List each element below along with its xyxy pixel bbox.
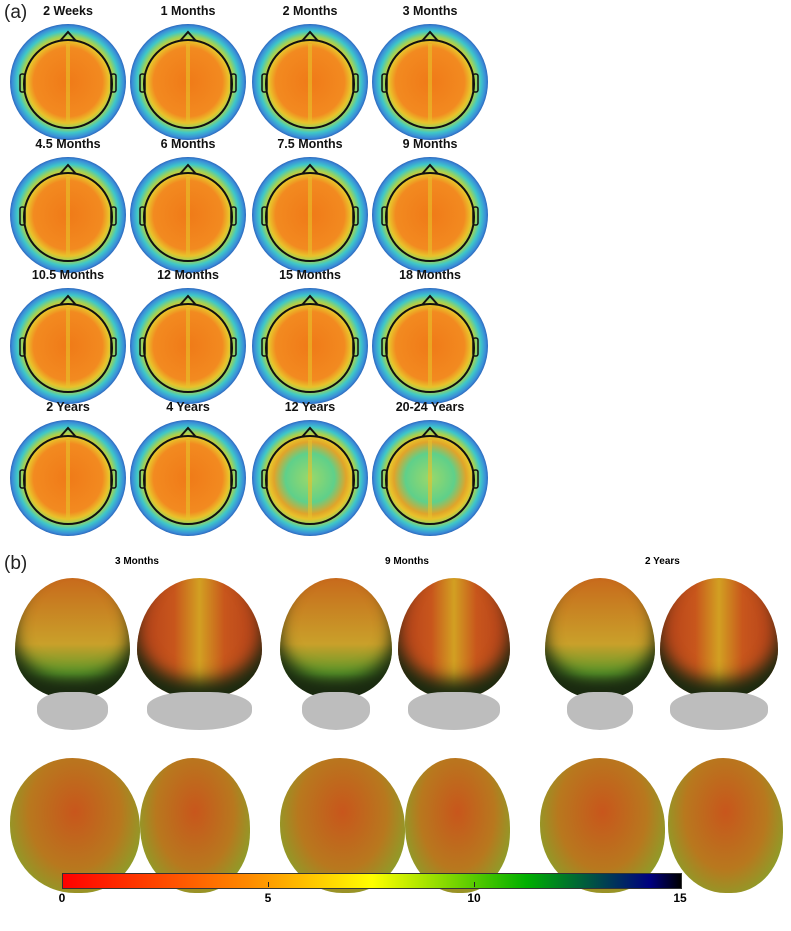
neck — [408, 692, 500, 730]
topographic-map — [130, 24, 246, 140]
topographic-map — [372, 288, 488, 404]
brain-surface — [10, 758, 140, 893]
brain-surface — [140, 758, 250, 893]
topographic-map — [252, 288, 368, 404]
topographic-map — [252, 420, 368, 536]
brain-surface — [280, 758, 405, 893]
topomap-title: 20-24 Years — [395, 400, 465, 414]
topomap-title: 4.5 Months — [35, 137, 101, 151]
topomap-title: 2 Weeks — [43, 4, 93, 18]
topographic-map — [10, 288, 126, 404]
panel-b-label: (b) — [4, 553, 28, 574]
face — [567, 692, 633, 730]
topographic-map — [10, 24, 126, 140]
topomap-title: 10.5 Months — [31, 268, 105, 282]
colorbar-tick — [268, 882, 269, 887]
colorbar-tick — [474, 882, 475, 887]
brain-surface — [405, 758, 510, 893]
colorbar-tick-label: 0 — [58, 891, 66, 905]
topographic-map — [10, 420, 126, 536]
topomap-title: 9 Months — [402, 137, 458, 151]
head-front-view — [280, 578, 392, 698]
topomap-title: 1 Months — [160, 4, 216, 18]
topomap-title: 6 Months — [160, 137, 216, 151]
topomap-title: 15 Months — [279, 268, 341, 282]
colorbar-tick-label: 10 — [467, 891, 481, 905]
head-back-view — [660, 578, 778, 698]
colorbar — [62, 873, 682, 889]
head-front-view — [545, 578, 655, 698]
brain-surface — [540, 758, 665, 893]
group-title: 3 Months — [115, 556, 159, 567]
topographic-map — [252, 24, 368, 140]
colorbar-tick-label: 15 — [673, 891, 687, 905]
topographic-map — [130, 288, 246, 404]
topomap-title: 2 Months — [282, 4, 338, 18]
topomap-title: 2 Years — [46, 400, 90, 414]
face — [302, 692, 370, 730]
head-back-view — [398, 578, 510, 698]
topomap-title: 12 Months — [157, 268, 219, 282]
group-title: 2 Years — [645, 556, 680, 567]
topomap-title: 18 Months — [399, 268, 461, 282]
topomap-title: 3 Months — [402, 4, 458, 18]
head-back-view — [137, 578, 262, 698]
topomap-title: 4 Years — [166, 400, 210, 414]
topomap-title: 12 Years — [284, 400, 336, 414]
neck — [147, 692, 252, 730]
topographic-map — [372, 24, 488, 140]
head-front-view — [15, 578, 130, 698]
group-title: 9 Months — [385, 556, 429, 567]
neck — [670, 692, 768, 730]
topographic-map — [372, 157, 488, 273]
topomap-title: 7.5 Months — [277, 137, 343, 151]
topographic-map — [10, 157, 126, 273]
topographic-map — [372, 420, 488, 536]
topographic-map — [130, 420, 246, 536]
colorbar-tick-label: 5 — [264, 891, 272, 905]
topographic-map — [130, 157, 246, 273]
brain-surface — [668, 758, 783, 893]
face — [37, 692, 108, 730]
panel-a-label: (a) — [4, 2, 28, 23]
topographic-map — [252, 157, 368, 273]
